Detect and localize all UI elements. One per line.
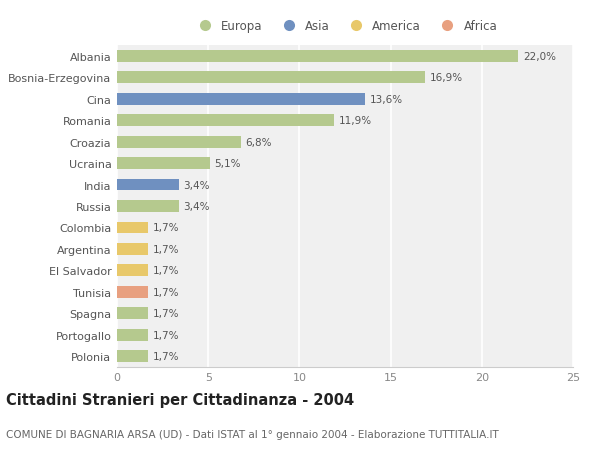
Text: 6,8%: 6,8%: [245, 137, 272, 147]
Text: 1,7%: 1,7%: [152, 244, 179, 254]
Bar: [117, 243, 148, 255]
Bar: [117, 329, 148, 341]
Bar: [117, 179, 179, 191]
Text: 16,9%: 16,9%: [430, 73, 463, 83]
Text: 3,4%: 3,4%: [184, 202, 210, 212]
Bar: [117, 351, 148, 363]
Bar: [117, 222, 148, 234]
Bar: [117, 286, 148, 298]
Bar: [117, 136, 241, 148]
Text: 3,4%: 3,4%: [184, 180, 210, 190]
Bar: [117, 51, 518, 62]
Text: 1,7%: 1,7%: [152, 308, 179, 319]
Text: 1,7%: 1,7%: [152, 352, 179, 362]
Text: 5,1%: 5,1%: [215, 159, 241, 169]
Text: 11,9%: 11,9%: [338, 116, 372, 126]
Text: COMUNE DI BAGNARIA ARSA (UD) - Dati ISTAT al 1° gennaio 2004 - Elaborazione TUTT: COMUNE DI BAGNARIA ARSA (UD) - Dati ISTA…: [6, 429, 499, 439]
Bar: [117, 265, 148, 277]
Bar: [117, 94, 365, 106]
Text: 1,7%: 1,7%: [152, 266, 179, 276]
Bar: [117, 115, 334, 127]
Text: Cittadini Stranieri per Cittadinanza - 2004: Cittadini Stranieri per Cittadinanza - 2…: [6, 392, 354, 408]
Text: 1,7%: 1,7%: [152, 223, 179, 233]
Text: 13,6%: 13,6%: [370, 95, 403, 105]
Text: 22,0%: 22,0%: [523, 51, 556, 62]
Bar: [117, 72, 425, 84]
Bar: [117, 308, 148, 319]
Bar: [117, 201, 179, 213]
Text: 1,7%: 1,7%: [152, 330, 179, 340]
Legend: Europa, Asia, America, Africa: Europa, Asia, America, Africa: [193, 20, 497, 33]
Bar: [117, 158, 210, 170]
Text: 1,7%: 1,7%: [152, 287, 179, 297]
